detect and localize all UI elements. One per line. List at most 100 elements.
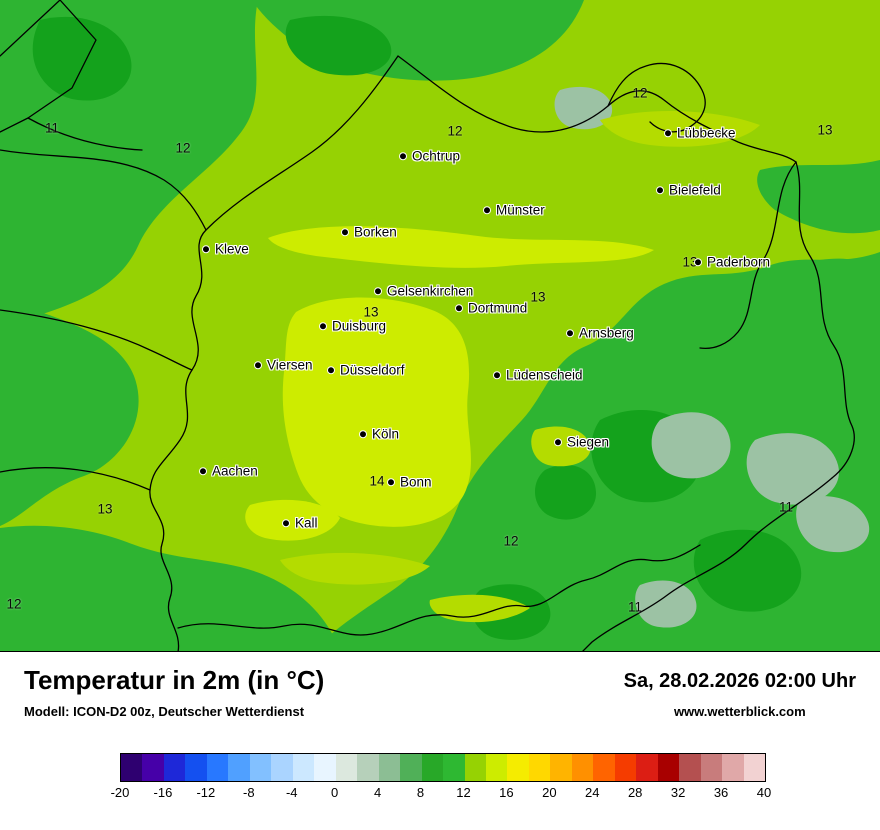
colorbar-segment [550, 754, 572, 781]
temperature-map-svg [0, 0, 880, 651]
city-dot-icon [199, 467, 207, 475]
colorbar-tick-label: 16 [499, 785, 514, 800]
datetime-block: Sa, 28.02.2026 02:00 Uhr www.wetterblick… [624, 666, 856, 719]
colorbar-segment [443, 754, 465, 781]
city-label: Ochtrup [412, 148, 461, 164]
city-dot-icon [554, 438, 562, 446]
colorbar-tick-label: -12 [196, 785, 216, 800]
city-label: Köln [372, 426, 400, 442]
city-dot-icon [493, 371, 501, 379]
colorbar-segment [121, 754, 143, 781]
colorbar-segment [228, 754, 250, 781]
marker-layer: 11 12 12 12 13 13 13 13 14 13 11 12 12 11 Ochtrup Lübbe… [6, 86, 833, 613]
colorbar-tick-label: 36 [713, 785, 729, 800]
colorbar-segment [357, 754, 379, 781]
city-marker: Kleve [202, 242, 249, 256]
footer: Temperatur in 2m (in °C) Modell: ICON-D2… [0, 652, 880, 830]
colorbar-tick-label: -8 [243, 785, 255, 800]
city-label: Dortmund [468, 300, 528, 316]
city-label: Viersen [267, 357, 313, 373]
city-marker: Münster [483, 203, 545, 217]
map-area: 11 12 12 12 13 13 13 13 14 13 11 12 12 11 Ochtrup Lübbe… [0, 0, 880, 652]
city-marker: Borken [341, 225, 397, 239]
city-marker: Kall [282, 516, 318, 530]
temperature-value-label: 13 [530, 289, 546, 305]
temperature-value-label: 12 [6, 596, 22, 612]
temperature-value-label: 12 [447, 123, 463, 139]
city-marker: Gelsenkirchen [374, 284, 473, 298]
border-lines [0, 0, 855, 651]
city-dot-icon [319, 322, 327, 330]
temperature-value-label: 12 [503, 533, 519, 549]
city-label: Duisburg [332, 318, 387, 334]
temperature-value-label: 13 [817, 122, 833, 138]
city-marker: Arnsberg [566, 326, 634, 340]
city-dot-icon [359, 430, 367, 438]
city-dot-icon [254, 361, 262, 369]
colorbar-segment [722, 754, 744, 781]
website-url[interactable]: www.wetterblick.com [673, 704, 806, 719]
temperature-value-label: 11 [778, 499, 794, 515]
city-label: Bielefeld [669, 182, 721, 198]
colorbar-segment [378, 754, 401, 781]
colorbar-tick-label: -20 [110, 785, 130, 800]
city-dot-icon [327, 366, 335, 374]
colorbar-segment [185, 754, 207, 781]
model-info: Modell: ICON-D2 00z, Deutscher Wetterdie… [24, 703, 305, 719]
city-dot-icon [399, 152, 407, 160]
city-marker: Viersen [254, 358, 313, 372]
colorbar-segment [206, 754, 229, 781]
temperature-value-label: 13 [682, 254, 698, 270]
city-dot-icon [455, 304, 463, 312]
city-marker: Bielefeld [656, 183, 721, 197]
city-dot-icon [374, 287, 382, 295]
colorbar-segment [614, 754, 637, 781]
colorbar-segment [507, 754, 529, 781]
colorbar-tick-label: 28 [627, 785, 643, 800]
colorbar-segment [163, 754, 186, 781]
city-marker: Aachen [199, 464, 258, 478]
city-dot-icon [341, 228, 349, 236]
colorbar-segment [743, 754, 766, 781]
city-label: Paderborn [707, 254, 771, 270]
colorbar-segment [335, 754, 358, 781]
temperature-colorbar: -20 -16 -12 -8 -4 0 4 8 12 16 20 24 28 32 36 40 [24, 753, 856, 804]
colorbar-segment [700, 754, 723, 781]
city-marker: Lübbecke [664, 126, 736, 140]
city-label: Aachen [212, 463, 258, 479]
city-marker: Bonn [387, 475, 432, 489]
colorbar-tick-label: 8 [416, 785, 425, 800]
temperature-value-label: 12 [175, 140, 191, 156]
colorbar-tick-label: 40 [756, 785, 772, 800]
city-dot-icon [664, 129, 672, 137]
city-label: Kleve [215, 241, 249, 257]
city-label: Siegen [567, 434, 610, 450]
map-title: Temperatur in 2m (in °C) [24, 665, 325, 695]
city-dot-icon [483, 206, 491, 214]
city-label: Kall [295, 515, 318, 531]
title-block: Temperatur in 2m (in °C) Modell: ICON-D2… [24, 665, 325, 719]
colorbar-tick-label: 32 [670, 785, 686, 800]
city-marker: Düsseldorf [327, 363, 405, 377]
temperature-value-label: 13 [363, 304, 379, 320]
colorbar-tick-label: 0 [331, 785, 339, 800]
city-marker: Duisburg [319, 319, 386, 333]
city-marker: Köln [359, 427, 399, 441]
city-marker: Paderborn [694, 255, 770, 269]
city-marker: Lüdenscheid [493, 368, 583, 382]
city-dot-icon [387, 478, 395, 486]
temperature-value-label: 13 [97, 501, 113, 517]
colorbar-tick-label: -16 [153, 785, 173, 800]
colorbar-ticks: -20 -16 -12 -8 -4 0 4 8 12 16 20 24 28 32 36 40 [111, 785, 772, 804]
city-label: Arnsberg [579, 325, 634, 341]
city-dot-icon [694, 258, 702, 266]
colorbar-segment [593, 754, 615, 781]
city-dot-icon [202, 245, 210, 253]
city-label: Bonn [400, 474, 432, 490]
city-marker: Ochtrup [399, 149, 460, 163]
colorbar-tick-label: 4 [373, 785, 382, 800]
colorbar-segment [271, 754, 293, 781]
colorbar-segment [528, 754, 551, 781]
colorbar-tick-label: -4 [285, 785, 298, 800]
